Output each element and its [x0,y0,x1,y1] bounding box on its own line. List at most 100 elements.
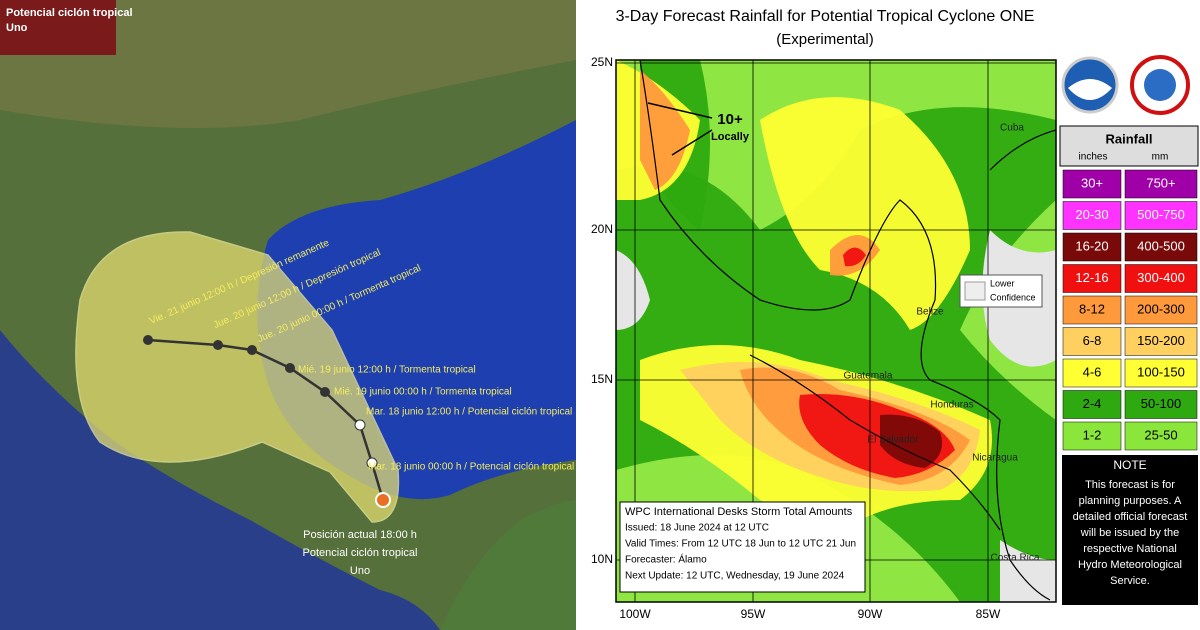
legend-swatch [1062,264,1122,293]
legend-swatch [1124,169,1198,199]
left-map: Potencial ciclón tropical Uno Posición a… [0,0,576,630]
lat-label: 15N [591,372,613,386]
info-title: WPC International Desks Storm Total Amou… [625,506,853,518]
track-point [366,457,378,469]
track-point [320,387,330,397]
legend-inches: 20-30 [1075,207,1108,222]
track-label: Mar. 18 junio 12:00 h / Potencial ciclón… [366,407,572,418]
legend: 30+ 750+ 20-30 500-750 16-20 400-500 12-16 300-… [1062,169,1198,451]
current-position-marker [375,492,391,508]
title-box [0,0,116,55]
track-point [143,335,153,345]
lower-confidence-label: Lower [990,278,1015,288]
current-position-label: Posición actual 18:00 h [303,529,417,541]
rainfall-area [843,247,866,267]
legend-inches: 2-4 [1083,396,1102,411]
legend-swatch [1062,201,1122,230]
info-box [619,501,866,593]
lon-label: 90W [858,607,883,621]
track-label: Mié. 19 junio 00:00 h / Tormenta tropica… [334,387,512,398]
track-point [247,345,257,355]
country-label: Nicaragua [972,453,1018,464]
rainfall-area [640,70,690,190]
lon-label: 85W [976,607,1001,621]
no-rain-area [616,250,650,330]
land-north [0,0,576,128]
coastline [989,129,1056,171]
lower-confidence-label: Confidence [990,292,1036,302]
legend-inches: 4-6 [1083,364,1102,379]
rainfall-area [880,414,943,468]
legend-title: Rainfall [1106,131,1153,146]
info-line: Issued: 18 June 2024 at 12 UTC [625,523,769,534]
rainfall-area [760,97,970,330]
legend-mm: 25-50 [1144,427,1177,442]
legend-swatch [1062,421,1122,451]
legend-header [1059,125,1199,167]
note-line: This forecast is for [1085,479,1175,491]
current-position-label: Uno [350,565,370,577]
legend-swatch [1124,201,1198,230]
note-line: Hydro Meteorological [1078,559,1182,571]
country-label: Belize [916,307,944,318]
track-label: Mar. 18 junio 00:00 h / Potencial ciclón… [368,462,574,473]
legend-swatch [1062,232,1122,262]
right-title: 3-Day Forecast Rainfall for Potential Tr… [616,8,1035,25]
note: NOTE This forecast is for planning purpose… [1073,458,1188,587]
right-map: 3-Day Forecast Rainfall for Potential Tr… [591,8,1199,621]
note-line: Service. [1110,575,1150,587]
annotation-arrow [671,129,713,156]
legend-inches: 8-12 [1079,301,1105,316]
no-rain-area [1000,540,1056,602]
legend-mm: 200-300 [1137,301,1185,316]
legend-mm: 500-750 [1137,207,1185,222]
legend-mm: 100-150 [1137,364,1185,379]
note-line: will be issued by the [1080,527,1179,539]
forecast-cone [75,231,400,523]
track-point [213,340,223,350]
lat-label: 10N [591,552,613,566]
country-label: Honduras [930,400,973,411]
map-frame [615,59,1057,603]
track-point [285,363,295,373]
track-point [354,419,366,431]
annotation-sub: Locally [711,131,750,143]
legend-unit: inches [1079,152,1108,163]
note-line: respective National [1083,543,1177,555]
right-subtitle: (Experimental) [776,31,874,48]
yucatan [440,500,576,630]
nws-logo-center [1144,69,1176,101]
legend-inches: 1-2 [1083,427,1102,442]
legend-inches: 6-8 [1083,333,1102,348]
note-line: detailed official forecast [1073,511,1188,523]
legend-inches: 16-20 [1075,238,1108,253]
legend-swatch [1124,390,1198,419]
lower-confidence-swatch [964,281,986,301]
note-line: planning purposes. A [1079,495,1182,507]
country-label: Cuba [1000,123,1024,134]
noaa-logo-wave [1068,79,1112,100]
annotation: 10+ [717,111,743,128]
annotation-arrow [647,102,713,119]
country-label: Guatemala [844,371,893,382]
lat-label: 25N [591,55,613,69]
legend-swatch [1124,295,1198,325]
land [0,0,576,630]
legend-inches: 12-16 [1075,270,1108,285]
legend-swatch [1062,327,1122,356]
legend-swatch [1124,327,1198,356]
legend-swatch [1062,390,1122,419]
note-box [1062,455,1198,605]
info-line: Forecaster: Álamo [625,553,707,566]
legend-swatch [1062,169,1122,199]
legend-mm: 300-400 [1137,270,1185,285]
legend-swatch [1124,264,1198,293]
legend-inches: 30+ [1081,175,1103,190]
info-line: Next Update: 12 UTC, Wednesday, 19 June … [625,571,845,582]
legend-swatch [1124,232,1198,262]
track-line [147,338,385,501]
legend-swatch [1124,358,1198,388]
legend-swatch [1062,358,1122,388]
left-title: Potencial ciclón tropical [6,7,133,19]
